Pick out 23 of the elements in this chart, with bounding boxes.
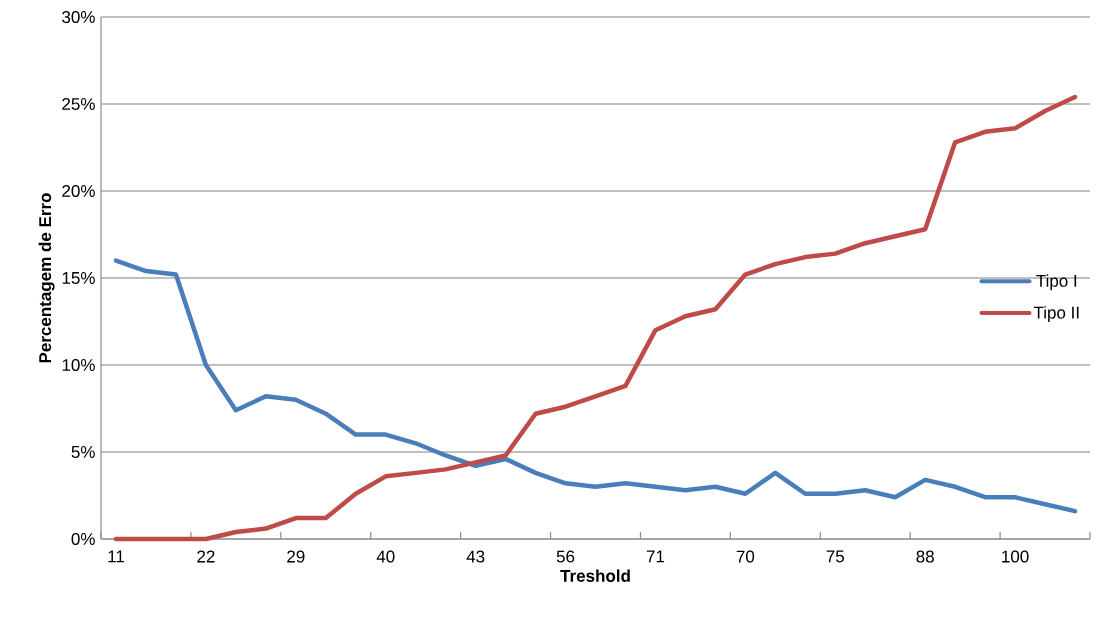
x-tick-label: 70: [736, 550, 755, 563]
x-tick-label: 88: [916, 550, 934, 563]
x-tick-label: 29: [287, 550, 305, 563]
legend-label: Tipo II: [1033, 306, 1079, 323]
y-tick-label: 30%: [62, 10, 95, 24]
line-series: [113, 258, 1078, 514]
x-axis-title: Treshold: [560, 569, 630, 582]
x-tick-label: 75: [826, 550, 844, 563]
x-tick-label: 71: [646, 550, 665, 563]
x-tick-label: 40: [376, 550, 395, 563]
y-axis-title: Percentagem de Erro: [38, 193, 55, 363]
x-tick-label: 100: [1002, 550, 1029, 563]
x-tick-label: 56: [556, 550, 575, 563]
y-tick-label: 5%: [71, 446, 95, 458]
y-tick-label: 10%: [62, 358, 95, 372]
y-tick-label: 20%: [62, 184, 95, 198]
y-tick-label: 15%: [62, 272, 95, 284]
y-tick-label: 25%: [62, 97, 95, 111]
legend-label: Tipo I: [1036, 274, 1077, 291]
x-tick-label: 22: [197, 550, 215, 563]
y-tick-label: 0%: [71, 532, 95, 546]
x-tick-label: 11: [108, 550, 124, 563]
x-tick-label: 43: [466, 550, 485, 563]
